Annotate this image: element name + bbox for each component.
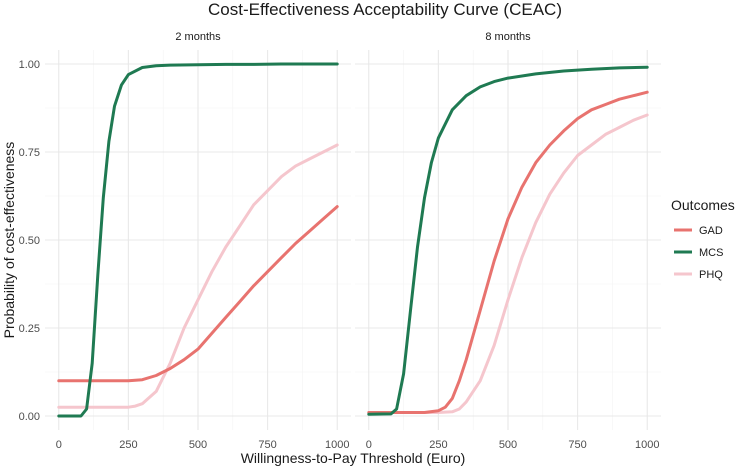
strip-label-2-months: 2 months <box>175 31 221 43</box>
legend: Outcomes GAD MCS PHQ <box>671 197 735 281</box>
series-line-mcs-2-months <box>57 62 339 418</box>
x-tick-label: 500 <box>189 439 207 451</box>
y-tick-label: 0.75 <box>19 147 40 159</box>
y-tick-label: 1.00 <box>19 59 40 71</box>
series-line-mcs-8-months <box>367 65 649 416</box>
x-tick-label: 750 <box>258 439 276 451</box>
panel-2-months: 2 months 0 250 500 750 1000 <box>45 31 351 451</box>
y-tick-label: 0.50 <box>19 235 40 247</box>
series-line-gad-2-months <box>57 205 339 383</box>
legend-title: Outcomes <box>671 197 735 213</box>
series-line-phq-8-months <box>367 113 649 414</box>
y-tick-label: 0.25 <box>19 323 40 335</box>
series-line-phq-2-months <box>57 143 339 409</box>
strip-label-8-months: 8 months <box>485 31 531 43</box>
x-tick-label: 1000 <box>635 439 659 451</box>
y-axis-title: Probability of cost-effectiveness <box>1 142 17 339</box>
y-tick-label: 0.00 <box>19 411 40 423</box>
x-tick-labels-2-months: 0 250 500 750 1000 <box>56 439 350 451</box>
series-group-2-months <box>57 62 339 418</box>
x-tick-label: 500 <box>499 439 517 451</box>
x-tick-label: 250 <box>119 439 137 451</box>
x-tick-label: 0 <box>56 439 62 451</box>
x-axis-title: Willingness-to-Pay Threshold (Euro) <box>241 450 466 466</box>
y-tick-labels: 0.00 0.25 0.50 0.75 1.00 <box>19 59 40 423</box>
x-tick-label: 750 <box>568 439 586 451</box>
series-group-8-months <box>367 65 649 416</box>
chart-title: Cost-Effectiveness Acceptability Curve (… <box>208 0 562 19</box>
series-line-gad-8-months <box>367 90 649 414</box>
x-tick-labels-8-months: 0 250 500 750 1000 <box>366 439 660 451</box>
legend-label-mcs: MCS <box>699 247 723 259</box>
x-tick-label: 1000 <box>325 439 349 451</box>
legend-label-phq: PHQ <box>699 269 723 281</box>
panel-8-months: 8 months 0 250 500 750 1000 <box>355 31 661 451</box>
x-tick-label: 0 <box>366 439 372 451</box>
legend-label-gad: GAD <box>699 225 723 237</box>
x-tick-label: 250 <box>429 439 447 451</box>
